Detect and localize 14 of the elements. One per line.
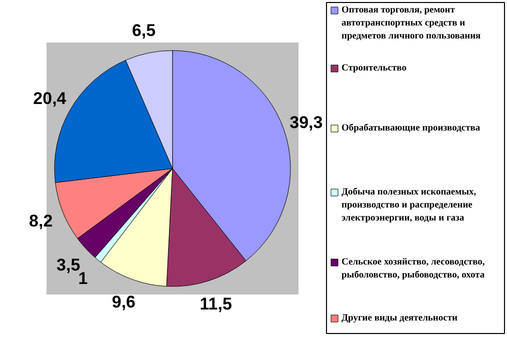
legend-label: Оптовая торговля, ремонт автотранспортных средств и предметов личного пользования bbox=[342, 6, 481, 42]
legend-label: Сельское хозяйство, лесоводство, рыболовство, рыбоводство, охота bbox=[342, 258, 486, 280]
data-label: 9,6 bbox=[112, 292, 136, 312]
data-label: 1 bbox=[78, 269, 88, 288]
legend-label: Добыча полезных ископаемых, производство и распределение электроэнергии, воды и газа bbox=[342, 188, 477, 224]
data-label: 8,2 bbox=[29, 212, 53, 231]
legend-label: Обрабатывающие производства bbox=[342, 124, 480, 134]
data-label: 39,3 bbox=[290, 112, 323, 132]
data-label: 3,5 bbox=[56, 255, 80, 274]
data-label: 11,5 bbox=[200, 294, 232, 314]
data-label: 6,5 bbox=[132, 20, 156, 40]
legend-label: Другие виды деятельности bbox=[342, 314, 458, 324]
data-label: 20,4 bbox=[33, 88, 67, 108]
legend-label: Строительство bbox=[342, 64, 407, 74]
